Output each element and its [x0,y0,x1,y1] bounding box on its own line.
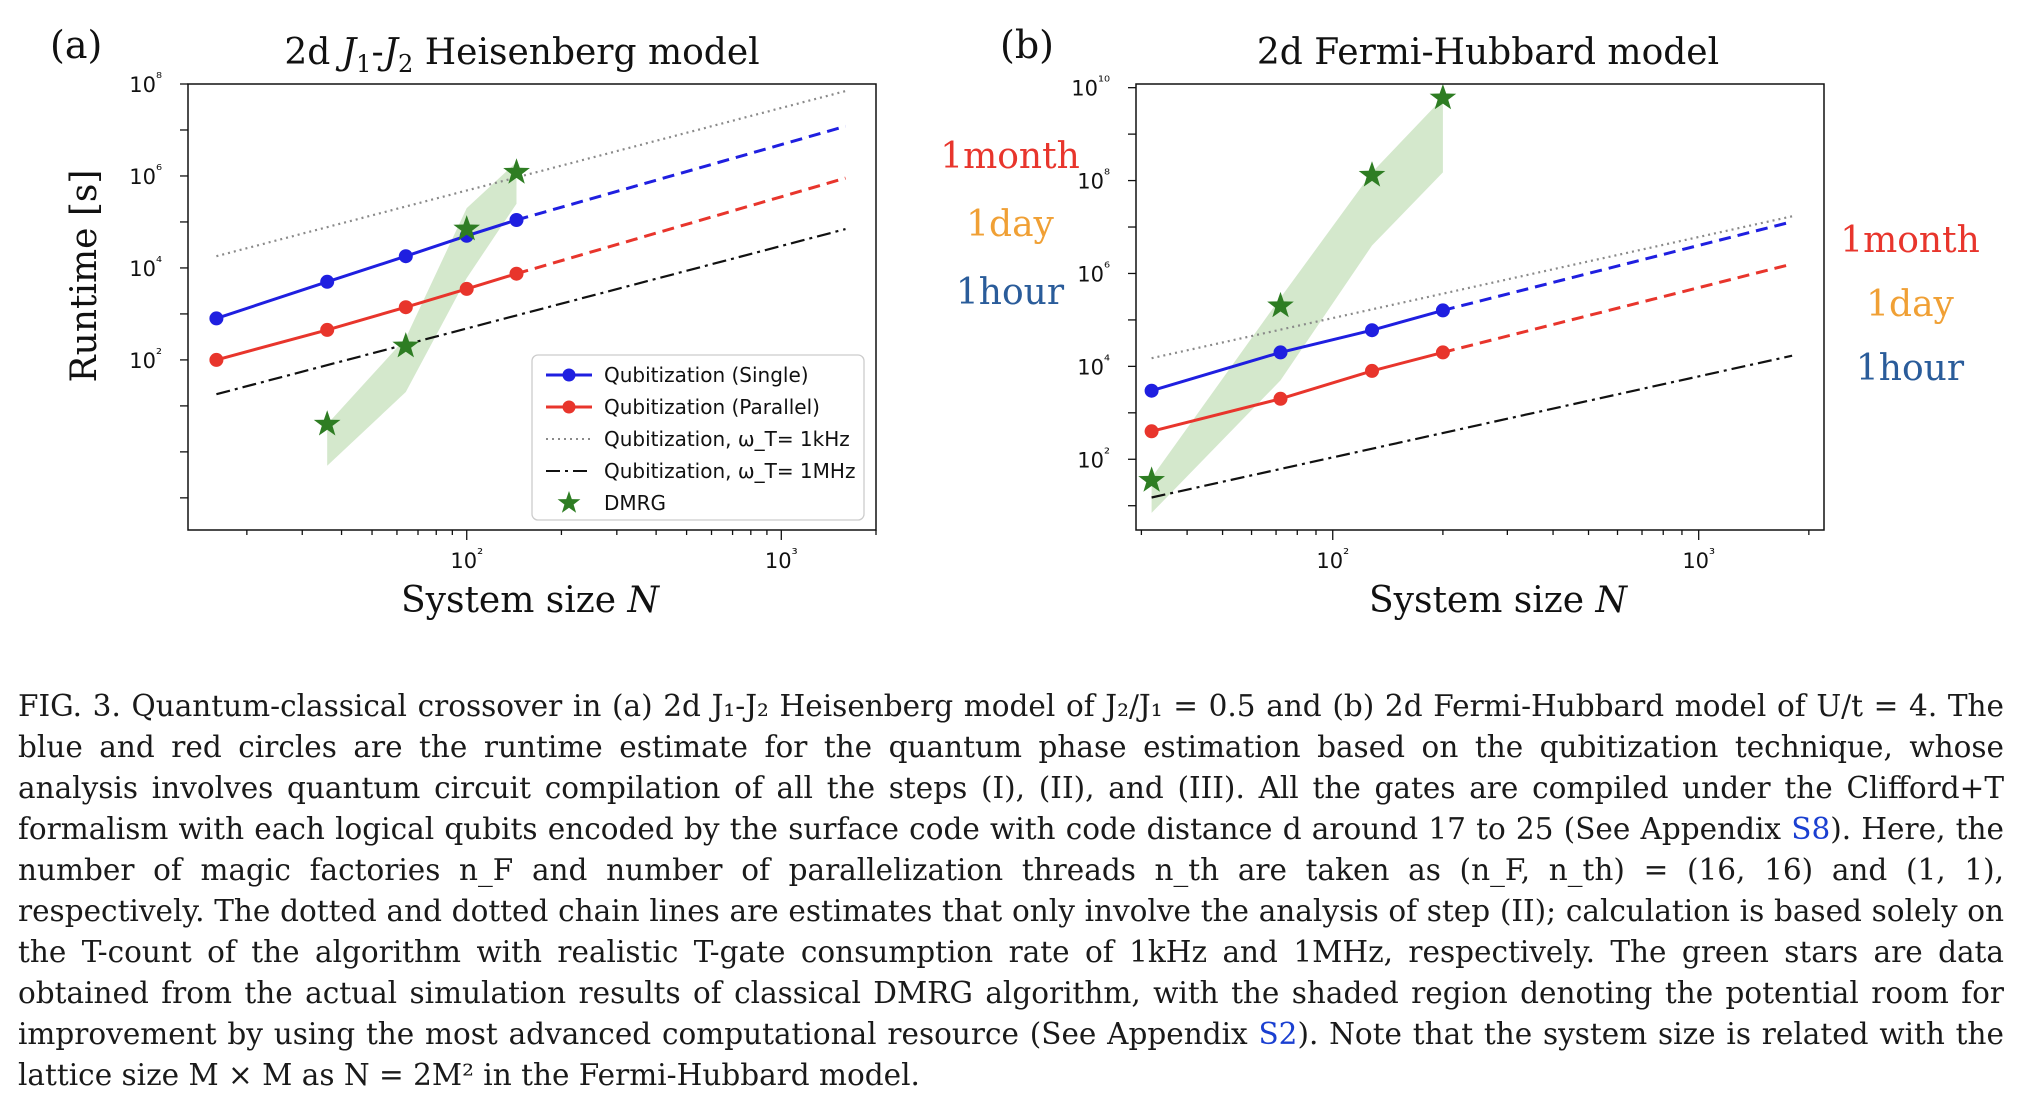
figure: (a) 2d J1-J2 Heisenberg model 10² 10³ 10² 1… [50,23,1980,621]
single-legend-marker [562,368,576,382]
panel-a-tag: (a) [50,23,102,67]
dmrg-star-point [453,215,480,241]
y-tick-label: 10⁸ [129,69,162,97]
dmrg-improvement-band [327,162,517,466]
parallel-data-point [1273,391,1288,406]
dmrg-star-point [503,158,530,184]
single-data-point [1273,345,1288,360]
y-tick-label: 10⁶ [1077,258,1110,286]
panel-a-chart: (a) 2d J1-J2 Heisenberg model 10² 10³ 10² 1… [50,23,1080,621]
time-label-1hour: 1hour [1856,348,1965,389]
single-series-line [1151,308,1444,393]
khz-series-line [1151,215,1793,360]
panel-b-tag: (b) [1000,23,1054,67]
khz-series-line [216,90,846,258]
parallel-data-point [509,266,524,281]
single-data-point [1435,303,1450,318]
y-tick-label: 10² [1077,444,1110,472]
parallel-extrapolation-line [516,176,846,276]
figure-caption: FIG. 3. Quantum-classical crossover in (… [18,686,2004,1096]
single-data-point [509,213,524,227]
y-tick-label: 10¹⁰ [1071,73,1110,101]
legend-entry: Qubitization (Single) [604,363,809,387]
time-label-1day: 1day [966,204,1054,245]
dmrg-star-point [313,410,341,436]
panel-b-plot-area [1135,83,1825,531]
panel-a-xlabel: System size N [401,580,661,621]
panel-a-title: 2d J1-J2 Heisenberg model [284,32,759,78]
mhz-series-line [1151,354,1793,499]
caption-ref-s8[interactable]: S8 [1791,812,1831,846]
single-data-point [209,311,224,326]
panel-b-chart: (b) 2d Fermi-Hubbard model 10² 10³ 10² 10⁴ 1… [1000,23,1980,621]
panel-a-ylabel: Runtime [s] [64,170,105,383]
y-tick-label: 10⁴ [129,253,162,281]
single-data-point [1144,383,1159,398]
caption-text-3: ). Note that the system size is related … [18,1017,2004,1092]
time-label-1day: 1day [1866,284,1954,325]
parallel-data-point [459,281,474,296]
y-tick-label: 10⁸ [1077,166,1110,194]
dmrg-star-point [1358,161,1386,187]
legend-entry: Qubitization, ω_T= 1kHz [604,427,850,451]
single-data-point [1365,323,1379,338]
parallel-data-point [1365,363,1379,378]
panel-a-legend: Qubitization (Single) Qubitization (Paral… [531,354,865,521]
parallel-data-point [320,322,335,337]
panel-a-plot-area [187,83,877,531]
dmrg-star-point [392,332,420,358]
single-data-point [320,274,335,289]
legend-entry: Qubitization, ω_T= 1MHz [604,459,855,483]
x-tick-label: 10² [1316,545,1349,573]
time-label-1month: 1month [1840,220,1980,261]
caption-ref-s2[interactable]: S2 [1258,1017,1298,1051]
caption-text-1: Quantum-classical crossover in (a) 2d J₁… [18,689,2004,846]
mhz-series-line [216,228,846,396]
parallel-data-point [398,300,413,315]
x-tick-label: 10³ [765,545,798,573]
single-data-point [398,249,413,264]
legend-box [531,354,865,521]
parallel-data-point [1144,424,1159,439]
parallel-data-point [1435,345,1450,360]
legend-entry: DMRG [604,491,666,515]
dmrg-star-point [1429,84,1457,110]
single-extrapolation-line [516,124,846,222]
y-tick-label: 10⁴ [1077,351,1110,379]
time-label-1month: 1month [940,136,1080,177]
y-tick-label: 10⁶ [129,161,162,189]
caption-figure-number: FIG. 3. [18,689,121,723]
x-tick-label: 10³ [1682,545,1715,573]
parallel-legend-marker [562,400,576,414]
dmrg-star-point [1138,466,1165,492]
dmrg-improvement-band [1151,98,1443,513]
parallel-series-line [1151,350,1444,433]
parallel-data-point [209,352,224,367]
time-label-1hour: 1hour [956,272,1065,313]
legend-entry: Qubitization (Parallel) [604,395,820,419]
caption-text-2: ). Here, the number of magic factories n… [18,812,2004,1051]
dmrg-legend-marker [557,491,581,513]
dmrg-star-point [1267,291,1294,318]
x-tick-label: 10² [450,545,483,573]
panel-b-title: 2d Fermi-Hubbard model [1257,32,1719,73]
parallel-extrapolation-line [1442,262,1793,354]
y-tick-label: 10² [129,345,162,373]
panel-b-xlabel: System size N [1369,580,1629,621]
single-extrapolation-line [1442,220,1793,312]
